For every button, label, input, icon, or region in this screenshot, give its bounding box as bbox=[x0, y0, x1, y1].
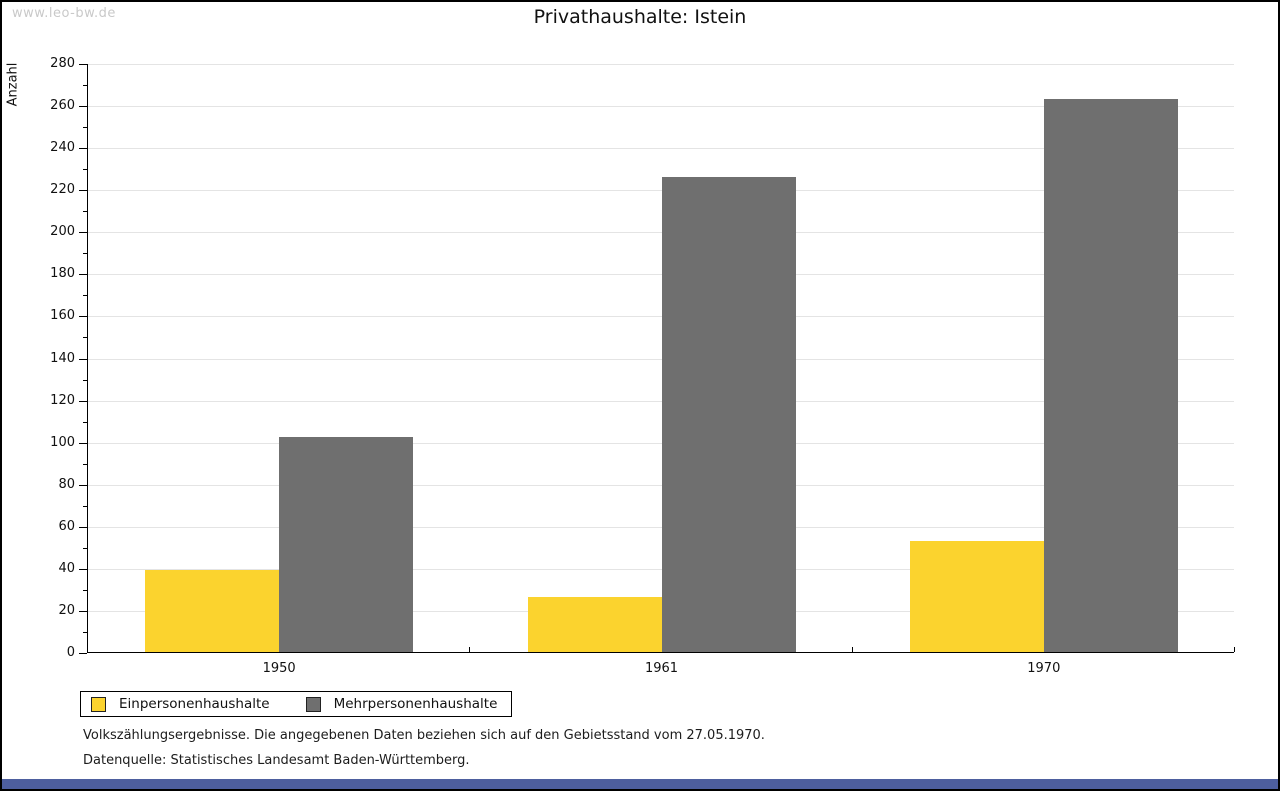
y-tick-label-240: 240 bbox=[50, 140, 75, 156]
y-minor-tick-170 bbox=[83, 295, 87, 297]
bar-einpersonenhaushalte-1950 bbox=[145, 569, 280, 652]
y-tick-220 bbox=[79, 190, 87, 192]
gridline-y200 bbox=[88, 232, 1234, 234]
x-category-label-1970: 1970 bbox=[1027, 661, 1061, 676]
y-tick-160 bbox=[79, 316, 87, 318]
y-tick-label-60: 60 bbox=[58, 518, 75, 534]
y-tick-label-120: 120 bbox=[50, 392, 75, 408]
legend-swatch-icon bbox=[91, 696, 106, 712]
legend-label: Mehrpersonenhaushalte bbox=[333, 696, 498, 712]
x-category-label-1950: 1950 bbox=[262, 661, 296, 676]
y-tick-label-20: 20 bbox=[58, 602, 75, 618]
y-minor-tick-50 bbox=[83, 547, 87, 549]
chart-title: Privathaushalte: Istein bbox=[533, 6, 747, 28]
y-axis-label: Anzahl bbox=[5, 62, 21, 107]
y-minor-tick-110 bbox=[83, 421, 87, 423]
gridline-y220 bbox=[88, 190, 1234, 192]
y-tick-200 bbox=[79, 232, 87, 234]
y-tick-180 bbox=[79, 274, 87, 276]
y-minor-tick-190 bbox=[83, 253, 87, 255]
legend-item-mehrpersonenhaushalte: Mehrpersonenhaushalte bbox=[305, 696, 498, 712]
y-tick-label-200: 200 bbox=[50, 224, 75, 240]
bar-einpersonenhaushalte-1970 bbox=[909, 540, 1044, 652]
y-minor-tick-90 bbox=[83, 463, 87, 465]
legend-swatch-icon bbox=[305, 696, 321, 712]
y-minor-tick-130 bbox=[83, 379, 87, 381]
bottom-brand-bar bbox=[2, 779, 1278, 789]
y-tick-40 bbox=[79, 568, 87, 570]
y-tick-20 bbox=[79, 610, 87, 612]
y-minor-tick-250 bbox=[83, 127, 87, 129]
y-tick-100 bbox=[79, 442, 87, 444]
y-minor-tick-230 bbox=[83, 169, 87, 171]
bar-mehrpersonenhaushalte-1950 bbox=[279, 437, 414, 652]
x-boundary-tick-3 bbox=[1234, 647, 1235, 652]
y-tick-label-160: 160 bbox=[50, 308, 75, 324]
y-tick-label-280: 280 bbox=[50, 56, 75, 71]
y-tick-240 bbox=[79, 148, 87, 150]
y-tick-label-260: 260 bbox=[50, 98, 75, 114]
gridline-y180 bbox=[88, 274, 1234, 276]
footer-note: Volkszählungsergebnisse. Die angegebenen… bbox=[83, 728, 765, 743]
y-minor-tick-30 bbox=[83, 589, 87, 591]
footer-source: Datenquelle: Statistisches Landesamt Bad… bbox=[83, 753, 470, 768]
y-minor-tick-210 bbox=[83, 211, 87, 213]
gridline-y160 bbox=[88, 316, 1234, 318]
bar-einpersonenhaushalte-1961 bbox=[527, 597, 662, 652]
bar-mehrpersonenhaushalte-1961 bbox=[661, 176, 796, 652]
gridline-y80 bbox=[88, 484, 1234, 486]
y-tick-label-100: 100 bbox=[50, 434, 75, 450]
y-minor-tick-150 bbox=[83, 337, 87, 339]
gridline-y100 bbox=[88, 442, 1234, 444]
y-tick-280 bbox=[79, 64, 87, 65]
gridline-y140 bbox=[88, 358, 1234, 360]
y-tick-120 bbox=[79, 400, 87, 402]
watermark: www.leo-bw.de bbox=[12, 6, 116, 21]
y-tick-label-180: 180 bbox=[50, 266, 75, 282]
y-tick-60 bbox=[79, 526, 87, 528]
gridline-y40 bbox=[88, 568, 1234, 570]
gridline-y60 bbox=[88, 526, 1234, 528]
gridline-y260 bbox=[88, 106, 1234, 108]
y-tick-label-40: 40 bbox=[58, 560, 75, 576]
x-category-label-1961: 1961 bbox=[644, 661, 679, 676]
y-minor-tick-70 bbox=[83, 505, 87, 507]
gridline-y240 bbox=[88, 148, 1234, 150]
y-tick-label-140: 140 bbox=[50, 350, 75, 366]
y-tick-label-80: 80 bbox=[58, 476, 75, 492]
y-minor-tick-10 bbox=[83, 631, 87, 633]
legend-item-einpersonenhaushalte: Einpersonenhaushalte bbox=[91, 696, 270, 712]
legend: Einpersonenhaushalte Mehrpersonenhaushalt… bbox=[80, 691, 513, 717]
bar-mehrpersonenhaushalte-1970 bbox=[1043, 98, 1178, 652]
x-boundary-tick-1 bbox=[469, 647, 471, 652]
x-boundary-tick-2 bbox=[851, 647, 853, 652]
y-tick-260 bbox=[79, 106, 87, 108]
y-tick-140 bbox=[79, 358, 87, 360]
y-tick-label-220: 220 bbox=[50, 182, 75, 198]
gridline-y280 bbox=[88, 64, 1234, 65]
y-tick-80 bbox=[79, 484, 87, 486]
y-tick-0 bbox=[79, 653, 87, 654]
y-tick-label-0: 0 bbox=[66, 645, 75, 660]
legend-label: Einpersonenhaushalte bbox=[119, 696, 270, 712]
y-minor-tick-270 bbox=[83, 85, 87, 87]
plot-area: 0 20 40 60 80 100 120 140 160 180 200 220 240 260 280 1… bbox=[50, 57, 1235, 676]
gridline-y120 bbox=[88, 400, 1234, 402]
